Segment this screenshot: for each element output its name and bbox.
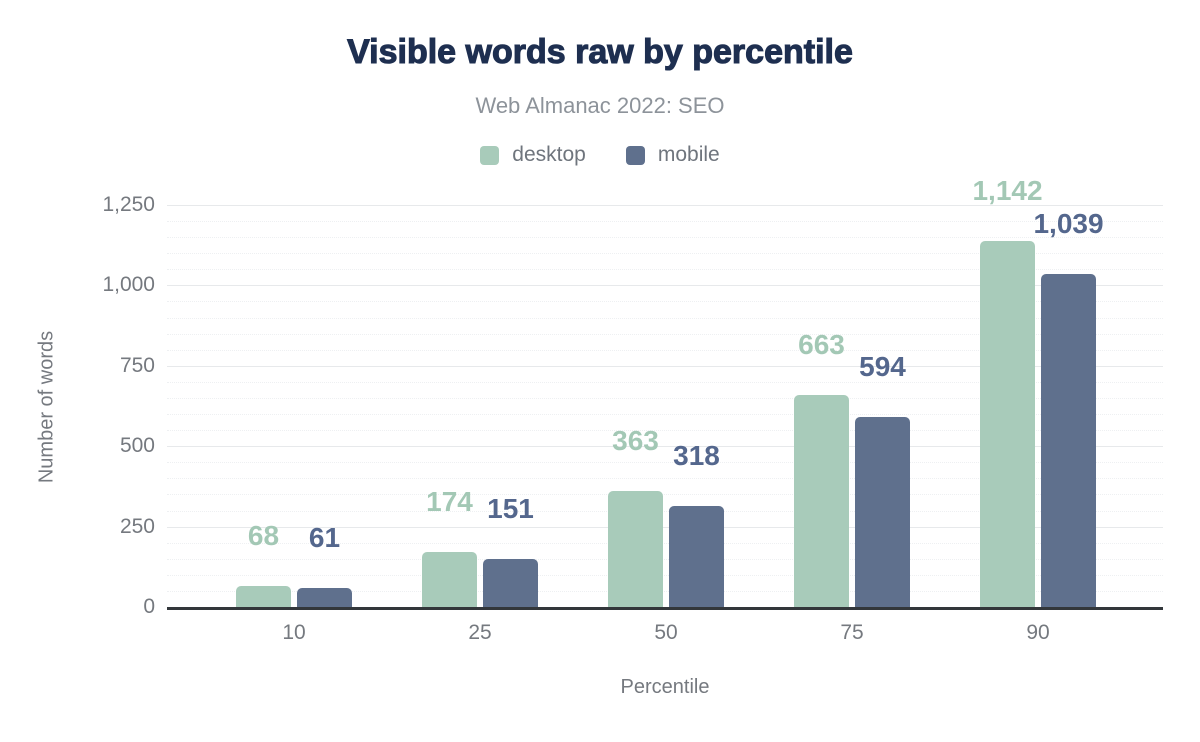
bar-desktop-p75[interactable] [794, 395, 849, 608]
bar-desktop-p25[interactable] [422, 552, 477, 608]
bar-value-desktop-p75: 663 [798, 329, 845, 360]
gridline-minor [167, 462, 1163, 464]
legend-label-mobile: mobile [657, 143, 720, 166]
bar-mobile-p10[interactable] [297, 588, 352, 608]
legend-item-mobile[interactable]: mobile [625, 143, 720, 167]
legend-item-desktop[interactable]: desktop [480, 143, 586, 167]
bar-value-desktop-p10: 68 [247, 520, 280, 551]
gridline-minor [167, 237, 1163, 239]
x-tick-label: 75 [840, 621, 864, 644]
gridline-minor [167, 381, 1163, 383]
y-tick-label: 1,000 [102, 273, 155, 297]
gridline-minor [167, 301, 1163, 303]
gridline-major [167, 285, 1163, 287]
chart-title: Visible words raw by percentile [347, 32, 854, 71]
y-tick-label: 1,250 [102, 193, 155, 216]
gridline-minor [167, 510, 1163, 512]
gridline-minor [167, 253, 1163, 255]
x-tick-label: 50 [654, 621, 678, 644]
x-tick-label: 90 [1026, 621, 1050, 644]
y-tick-label: 250 [119, 514, 155, 538]
bar-desktop-p90[interactable] [980, 241, 1035, 608]
gridline-minor [167, 414, 1163, 416]
y-tick-label: 500 [119, 434, 155, 458]
gridline-major [167, 205, 1163, 206]
gridline-minor [167, 333, 1163, 335]
bar-value-desktop-p25: 174 [426, 486, 473, 517]
bar-value-mobile-p90: 1,039 [1033, 208, 1104, 239]
gridline-major [167, 446, 1163, 448]
gridline-minor [167, 221, 1163, 223]
gridline-minor [167, 542, 1163, 544]
bar-value-desktop-p50: 363 [612, 425, 659, 456]
legend-swatch-desktop [480, 145, 500, 165]
plot-area: 0 250 500 750 1,000 1,250 10 68 61 25 174 151 50 363 3… [102, 177, 1163, 644]
x-tick-label: 25 [468, 621, 492, 644]
bar-mobile-p50[interactable] [669, 506, 724, 608]
legend: desktop mobile [0, 143, 1200, 167]
bar-mobile-p25[interactable] [483, 559, 538, 608]
gridline-minor [167, 494, 1163, 496]
x-axis-title: Percentile [620, 676, 710, 698]
y-tick-label: 0 [143, 595, 155, 618]
y-tick-label: 750 [119, 353, 155, 377]
legend-swatch-mobile [625, 145, 645, 165]
gridline-minor [167, 558, 1163, 560]
legend-label-desktop: desktop [512, 143, 586, 166]
bar-mobile-p75[interactable] [855, 417, 910, 608]
y-axis-title: Number of words [35, 330, 58, 484]
gridline-minor [167, 430, 1163, 432]
chart-subtitle: Web Almanac 2022: SEO [475, 93, 725, 118]
bar-value-mobile-p25: 151 [487, 493, 534, 524]
gridline-minor [167, 478, 1163, 480]
gridline-minor [167, 349, 1163, 351]
bar-value-mobile-p10: 61 [308, 522, 341, 553]
bar-desktop-p10[interactable] [236, 586, 291, 608]
gridline-minor [167, 269, 1163, 271]
gridline-minor [167, 397, 1163, 399]
bar-value-mobile-p50: 318 [673, 440, 720, 471]
bar-value-mobile-p75: 594 [859, 351, 906, 382]
gridline-minor [167, 574, 1163, 576]
bar-desktop-p50[interactable] [608, 491, 663, 608]
gridline-major [167, 365, 1163, 367]
x-axis-line [167, 607, 1163, 610]
bar-value-desktop-p90: 1,142 [972, 175, 1043, 206]
gridline-major [167, 526, 1163, 528]
gridline-minor [167, 590, 1163, 592]
gridline-minor [167, 317, 1163, 319]
bar-mobile-p90[interactable] [1041, 274, 1096, 608]
x-tick-label: 10 [282, 621, 306, 644]
